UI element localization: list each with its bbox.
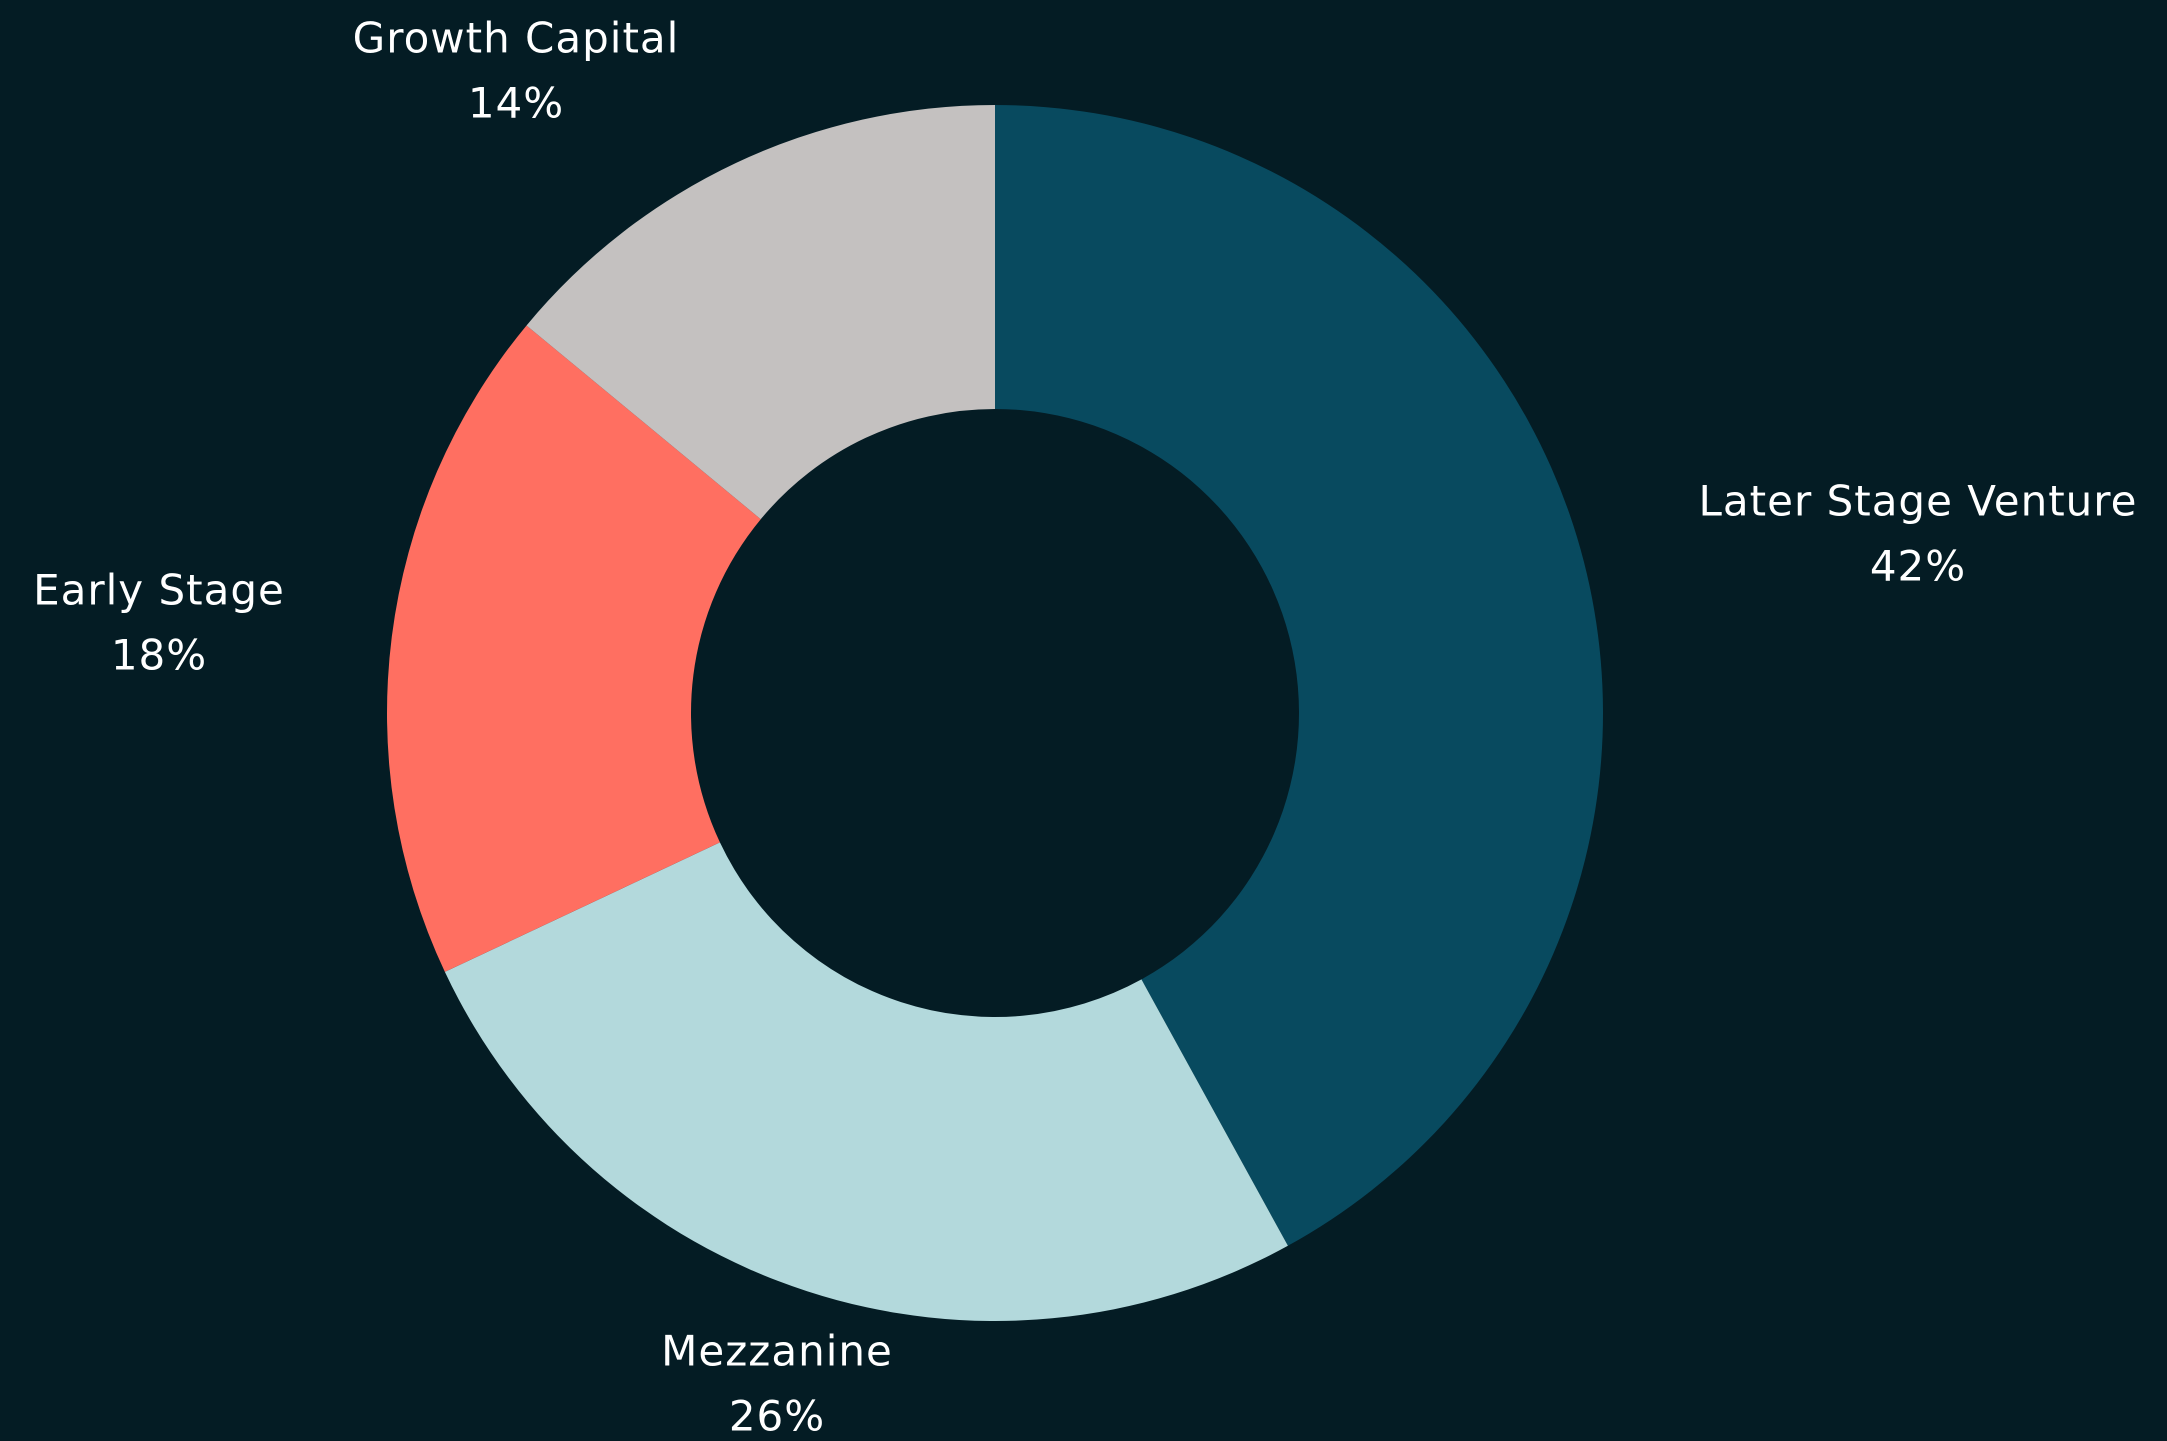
slice bbox=[387, 325, 761, 972]
slice-label: Early Stage bbox=[33, 566, 285, 615]
slice-label: Later Stage Venture bbox=[1699, 477, 2138, 526]
slice bbox=[444, 842, 1288, 1321]
slice bbox=[995, 105, 1604, 1246]
slice-label: Growth Capital bbox=[353, 14, 680, 63]
slice-label: Mezzanine bbox=[661, 1327, 893, 1376]
slice-value-label: 18% bbox=[111, 631, 207, 680]
slice-value-label: 26% bbox=[729, 1392, 825, 1441]
slice-value-label: 14% bbox=[468, 79, 564, 128]
slice-value-label: 42% bbox=[1870, 542, 1966, 591]
slice bbox=[526, 105, 995, 520]
